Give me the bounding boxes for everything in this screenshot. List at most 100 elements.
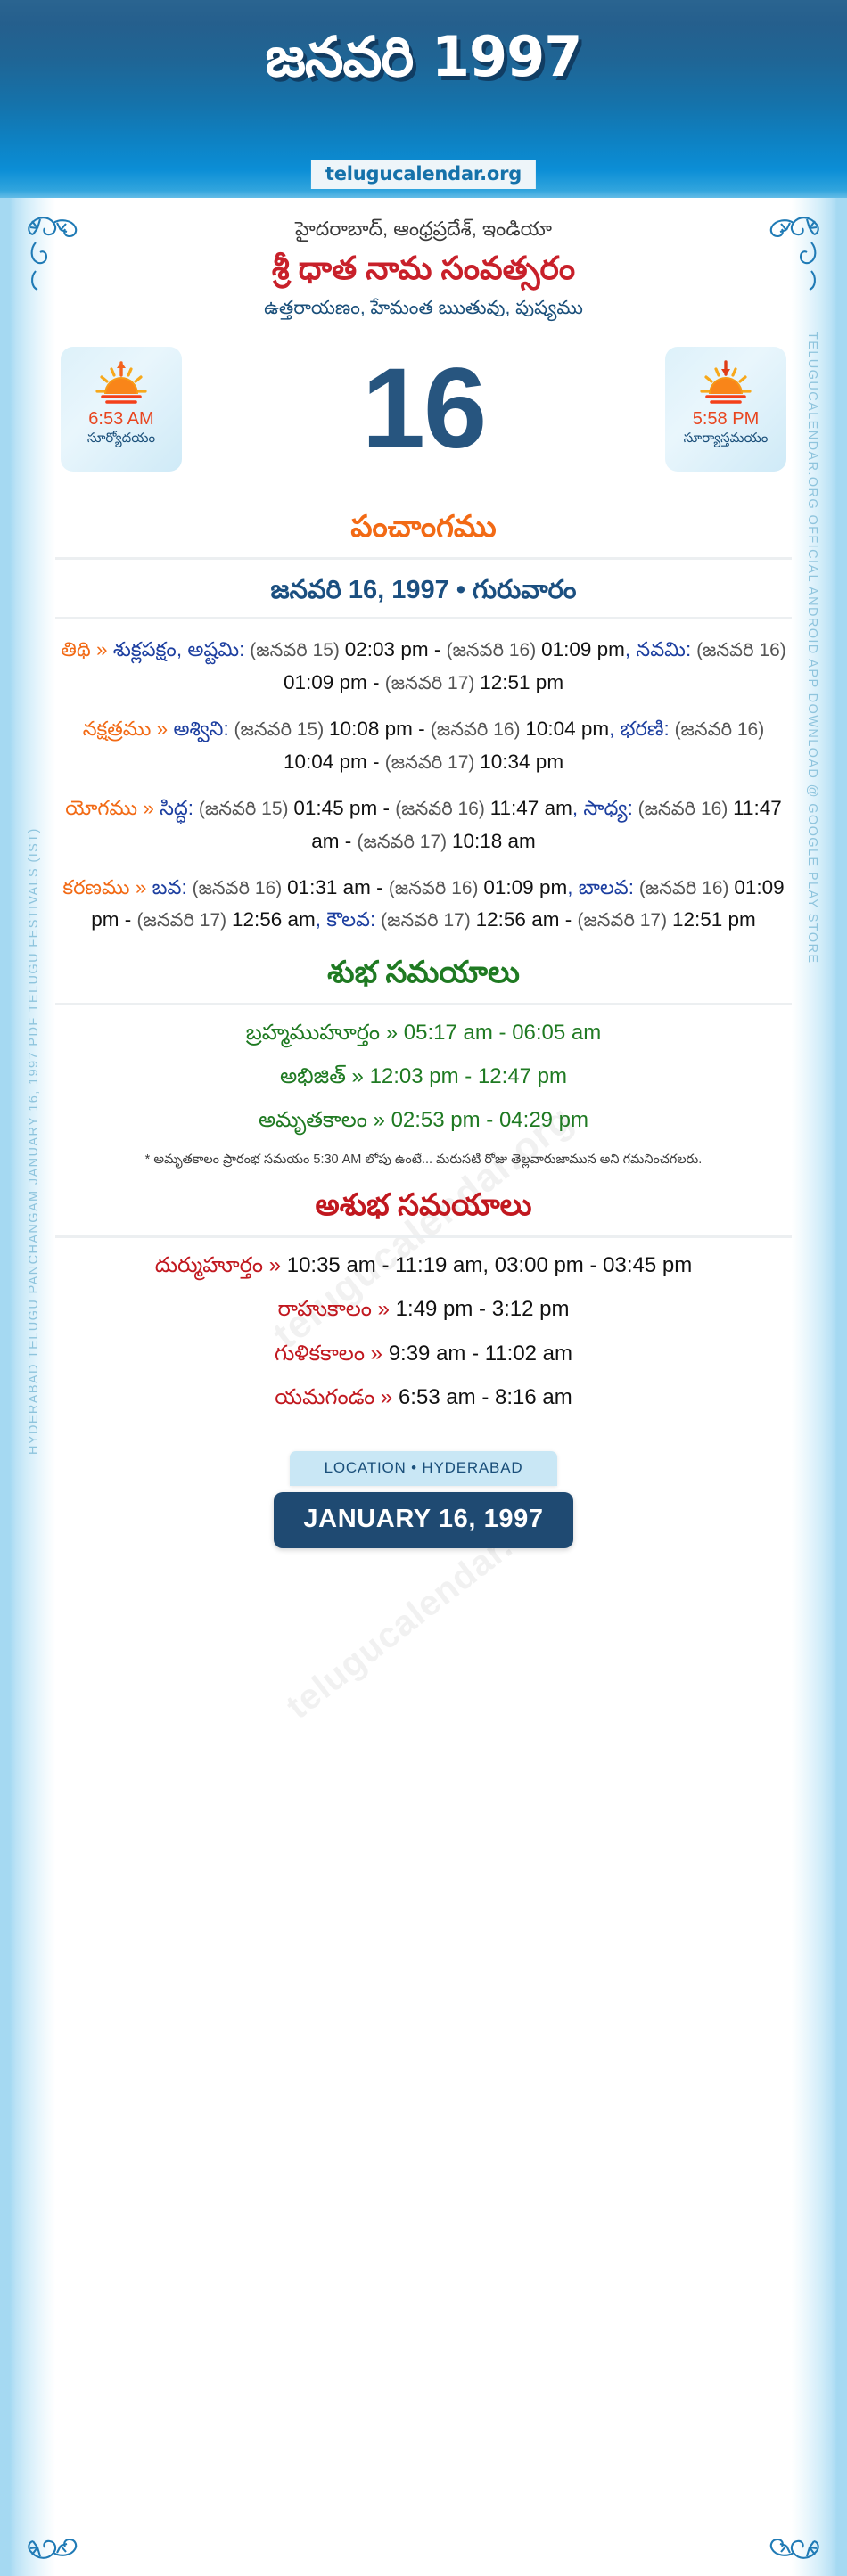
ornament-top-left-icon [25, 207, 80, 292]
top-banner: జనవరి 1997 telugucalendar.org [0, 0, 847, 198]
panchangam-row-arrow: » [137, 797, 160, 820]
subha-arrow: » [366, 1108, 391, 1133]
panchangam-seg-dt: (జనవరి 16) [186, 877, 288, 898]
panchangam-seg-tm: 01:45 pm [293, 797, 378, 820]
panchangam-title: పంచాంగము [350, 509, 497, 544]
panchangam-row: నక్షత్రము » అశ్విని: (జనవరి 15) 10:08 pm… [55, 713, 792, 778]
panchangam-seg-tm: 12:56 am [475, 908, 560, 931]
panchangam-seg-tm: - [370, 875, 389, 898]
ashubha-rows: దుర్ముహూర్తం » 10:35 am - 11:19 am, 03:0… [55, 1249, 792, 1414]
site-url-badge[interactable]: telugucalendar.org [310, 160, 537, 189]
sunrise-time: 6:53 AM [88, 408, 154, 429]
subha-time: 02:53 pm - 04:29 pm [391, 1108, 589, 1133]
panchangam-row-arrow: » [129, 875, 152, 898]
subha-rows: బ్రహ్మముహూర్తం » 05:17 am - 06:05 am అభిజ… [55, 1016, 792, 1137]
panchangam-seg-tm: - [412, 718, 431, 741]
panchangam-seg-tm: - [119, 908, 137, 931]
sunset-icon [700, 360, 752, 404]
panchangam-seg-dt: (జనవరి 17) [384, 672, 481, 693]
ashubha-arrow: » [263, 1253, 287, 1278]
divider-subha [55, 1002, 792, 1005]
left-rail-text: HYDERABAD TELUGU PANCHANGAM JANUARY 16, … [27, 827, 41, 1455]
panchangam-row: యోగము » సిద్ధ: (జనవరి 15) 01:45 pm - (జన… [55, 792, 792, 857]
panchangam-seg-tm: 01:09 pm [483, 875, 568, 898]
panchangam-seg-tm: - [339, 829, 358, 852]
panchangam-seg-tm: 12:51 pm [480, 670, 564, 693]
panchangam-seg-dt: (జనవరి 16) [430, 719, 526, 741]
ashubha-time: 6:53 am - 8:16 am [398, 1384, 572, 1409]
subha-time: 05:17 am - 06:05 am [403, 1020, 602, 1045]
panchangam-seg-tm: - [377, 797, 396, 820]
ashubha-time: 1:49 pm - 3:12 pm [395, 1297, 570, 1322]
panchangam-seg-dt: (జనవరి 15) [228, 719, 330, 741]
ashubha-arrow: » [365, 1341, 389, 1366]
panchangam-seg-dt: (జనవరి 15) [193, 799, 294, 820]
panchangam-row-arrow: » [151, 718, 174, 741]
right-rail-text: TELUGUCALENDAR.ORG OFFICIAL ANDROID APP … [805, 332, 819, 964]
amrutakalam-note: * అమృతకాలం ప్రారంభ సమయం 5:30 AM లోపు ఉంట… [144, 1153, 703, 1168]
ashubha-arrow: » [371, 1297, 396, 1322]
left-rail: HYDERABAD TELUGU PANCHANGAM JANUARY 16, … [0, 198, 55, 2576]
ornament-top-right-icon [767, 207, 822, 292]
panchangam-seg-tm: 01:31 am [287, 875, 371, 898]
panchangam-seg-tm: - [428, 638, 447, 661]
panchangam-seg-tm: 10:18 am [451, 829, 536, 852]
panchangam-seg-dt: (జనవరి 17) [384, 751, 481, 773]
panchangam-seg-dt: (జనవరి 16) [634, 877, 735, 898]
panchangam-seg-tm: - [366, 670, 385, 693]
banner-month-title: జనవరి 1997 [265, 24, 583, 89]
panchangam-seg-dt: (జనవరి 16) [395, 799, 490, 820]
panchangam-seg-nm: , నవమి: [624, 638, 692, 661]
panchangam-seg-tm: 10:34 pm [480, 750, 564, 773]
subha-arrow: » [380, 1020, 404, 1045]
content-column: హైదరాబాద్, ఆంధ్రప్రదేశ్, ఇండియా శ్రీ ధాత… [55, 198, 792, 1585]
panchangam-seg-tm: 10:08 pm [329, 718, 413, 741]
panchangam-seg-tm: 12:56 am [231, 908, 316, 931]
ashubha-label: యమగండం [275, 1384, 375, 1409]
sunrise-label: సూర్యోదయం [86, 430, 156, 446]
panchangam-seg-tm: 12:51 pm [671, 908, 756, 931]
ornament-bottom-right-icon [767, 2483, 822, 2569]
panchangam-seg-nm: , భరణి: [609, 718, 670, 741]
subha-label: బ్రహ్మముహూర్తం [245, 1020, 381, 1045]
panchangam-seg-tm: 01:09 pm [91, 875, 785, 931]
subha-label: అమృతకాలం [258, 1108, 367, 1133]
panchangam-seg-dt: (జనవరి 16) [388, 877, 484, 898]
ashubha-label: రాహుకాలం [277, 1297, 372, 1322]
subha-time: 12:03 pm - 12:47 pm [369, 1063, 568, 1088]
ashubha-row: యమగండం » 6:53 am - 8:16 am [55, 1381, 792, 1414]
ashubha-time: 10:35 am - 11:19 am, 03:00 pm - 03:45 pm [286, 1253, 693, 1278]
panchangam-row: కరణము » బవ: (జనవరి 16) 01:31 am - (జనవరి… [55, 872, 792, 937]
calendar-body: HYDERABAD TELUGU PANCHANGAM JANUARY 16, … [0, 198, 847, 2576]
panchangam-rows: తిథి » శుక్లపక్షం, అష్టమి: (జనవరి 15) 02… [55, 634, 792, 937]
sun-and-date-row: 16 [55, 338, 792, 491]
panchangam-seg-tm: 11:47 am [311, 797, 782, 852]
panchangam-date-heading: జనవరి 16, 1997 • గురువారం [270, 575, 577, 604]
panchangam-seg-dt: (జనవరి 16) [446, 640, 542, 661]
panchangam-seg-dt: (జనవరి 17) [577, 910, 672, 931]
subha-row: బ్రహ్మముహూర్తం » 05:17 am - 06:05 am [55, 1016, 792, 1049]
ashubha-row: దుర్ముహూర్తం » 10:35 am - 11:19 am, 03:0… [55, 1249, 792, 1282]
divider-datehead [55, 617, 792, 620]
panchangam-seg-tm: - [366, 750, 385, 773]
panchangam-row-key: కరణము [62, 875, 130, 898]
ornament-bottom-left-icon [25, 2483, 80, 2569]
subha-label: అభిజిత్ [279, 1063, 346, 1088]
sunset-time: 5:58 PM [692, 408, 760, 429]
panchangam-seg-nm: బవ: [152, 875, 187, 898]
divider-panchangam [55, 556, 792, 560]
location-badge: LOCATION • HYDERABAD [290, 1450, 557, 1486]
panchangam-seg-tm: 02:03 pm [344, 638, 429, 661]
panchangam-seg-nm: , బాలవ: [567, 875, 635, 898]
panchangam-row-key: నక్షత్రము [82, 718, 152, 741]
panchangam-seg-nm: శుక్లపక్షం, అష్టమి: [112, 638, 245, 661]
sunrise-card: 6:53 AM సూర్యోదయం [61, 346, 182, 472]
panchangam-seg-dt: (జనవరి 16) [632, 799, 734, 820]
divider-ashubha [55, 1235, 792, 1239]
panchangam-seg-dt: (జనవరి 15) [244, 640, 345, 661]
ashubha-row: గుళికకాలం » 9:39 am - 11:02 am [55, 1337, 792, 1370]
panchangam-seg-nm: , కౌలవ: [315, 908, 376, 931]
ashubha-row: రాహుకాలం » 1:49 pm - 3:12 pm [55, 1292, 792, 1325]
panchangam-seg-nm: అశ్విని: [173, 718, 229, 741]
